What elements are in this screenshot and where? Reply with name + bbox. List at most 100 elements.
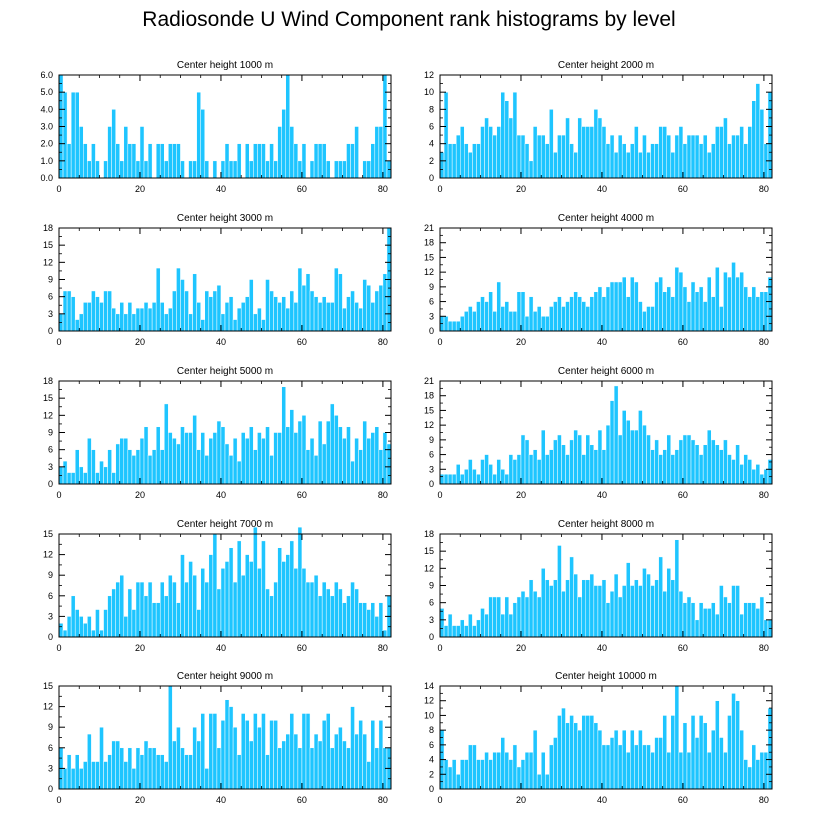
histogram-bar (589, 715, 595, 790)
x-tick-label: 40 (216, 337, 226, 347)
histogram-bar (447, 143, 453, 179)
histogram-bar (374, 126, 380, 179)
histogram-bar (662, 291, 667, 332)
histogram-bar (520, 590, 526, 638)
x-tick-label: 0 (437, 490, 442, 500)
histogram-bar (350, 143, 355, 179)
histogram-bar (249, 561, 254, 638)
x-tick-label: 0 (437, 643, 442, 653)
histogram-bar (257, 307, 262, 332)
histogram-bar (208, 296, 214, 332)
histogram-bar (719, 306, 724, 332)
histogram-bar (115, 443, 120, 485)
y-tick-label: 3 (48, 611, 53, 621)
histogram-bar (374, 616, 380, 638)
histogram-bar (200, 319, 206, 332)
histogram-bar (472, 143, 477, 179)
histogram-bar (508, 454, 514, 485)
histogram-bar (196, 449, 201, 485)
histogram-bar (334, 160, 339, 179)
histogram-bar (131, 313, 137, 332)
x-tick-label: 20 (516, 490, 526, 500)
histogram-bar (342, 740, 347, 790)
histogram-bar (520, 434, 526, 485)
y-tick-label: 8 (429, 725, 434, 735)
histogram-bar (366, 609, 372, 638)
histogram-bar (168, 574, 173, 638)
histogram-bar (464, 759, 469, 790)
histogram-bar (706, 608, 712, 638)
x-tick-label: 40 (216, 184, 226, 194)
histogram-bar (698, 286, 704, 332)
histogram-bar (545, 454, 550, 485)
histogram-bar (682, 286, 688, 332)
histogram-bar (625, 419, 631, 485)
histogram-bar (334, 267, 339, 332)
histogram-bar (224, 143, 230, 179)
histogram-bar (139, 754, 145, 790)
histogram-bar (621, 410, 627, 485)
histogram-bar (192, 574, 197, 638)
histogram-bar (135, 307, 141, 332)
histogram-bar (690, 715, 696, 790)
histogram-bar (321, 720, 327, 790)
histogram-bar (549, 306, 554, 332)
histogram-bar (654, 737, 659, 790)
panel-title: Center height 3000 m (177, 213, 273, 224)
histogram-bar (743, 143, 748, 179)
histogram-bar (451, 759, 457, 790)
histogram-bar (151, 449, 157, 485)
panel-7: Center height 7000 m 0 20 40 60 80 0 3 6 9 12 15 (43, 519, 392, 653)
histogram-bar (143, 426, 149, 485)
y-tick-label: 0 (48, 784, 53, 794)
histogram-bar (212, 713, 218, 790)
histogram-bar (62, 629, 68, 638)
histogram-bar (646, 434, 651, 485)
y-tick-label: 0 (48, 632, 53, 642)
histogram-bar (208, 437, 214, 485)
x-tick-label: 80 (378, 184, 388, 194)
histogram-bar (228, 547, 234, 638)
y-tick-label: 2.0 (40, 139, 53, 149)
histogram-bar (95, 296, 100, 332)
histogram-bar (569, 556, 574, 638)
histogram-bar (378, 126, 384, 179)
x-tick-label: 60 (297, 643, 307, 653)
histogram-bar (480, 459, 485, 485)
histogram-bar (111, 472, 116, 485)
histogram-bar (139, 437, 145, 485)
histogram-bar (362, 160, 367, 179)
histogram-bar (682, 602, 688, 638)
histogram-bar (309, 747, 315, 790)
histogram-bar (220, 313, 226, 332)
histogram-bar (597, 729, 603, 790)
histogram-bar (362, 279, 367, 332)
histogram-bar (168, 685, 173, 790)
histogram-bar (309, 437, 315, 485)
histogram-bar (127, 747, 133, 790)
histogram-bar (759, 596, 765, 638)
histogram-bar (585, 579, 591, 638)
histogram-bar (297, 747, 303, 790)
histogram-bar (317, 420, 323, 485)
y-tick-label: 0.0 (40, 173, 53, 183)
histogram-bar (236, 540, 242, 638)
histogram-bar (66, 754, 72, 790)
histogram-bar (723, 751, 728, 790)
histogram-bar (508, 117, 514, 179)
histogram-bar (751, 744, 757, 790)
histogram-bar (630, 729, 635, 790)
histogram-bar (342, 160, 347, 179)
histogram-bar (492, 473, 497, 485)
y-tick-label: 9 (48, 428, 53, 438)
histogram-bar (581, 579, 587, 638)
panel-title: Center height 8000 m (558, 519, 654, 530)
histogram-bar (763, 751, 769, 790)
histogram-bar (763, 469, 769, 485)
histogram-bar (625, 751, 631, 790)
histogram-bar (87, 616, 92, 638)
histogram-bar (528, 160, 534, 179)
histogram-bar (597, 117, 603, 179)
histogram-bar (755, 759, 761, 790)
histogram-bar (597, 429, 603, 485)
